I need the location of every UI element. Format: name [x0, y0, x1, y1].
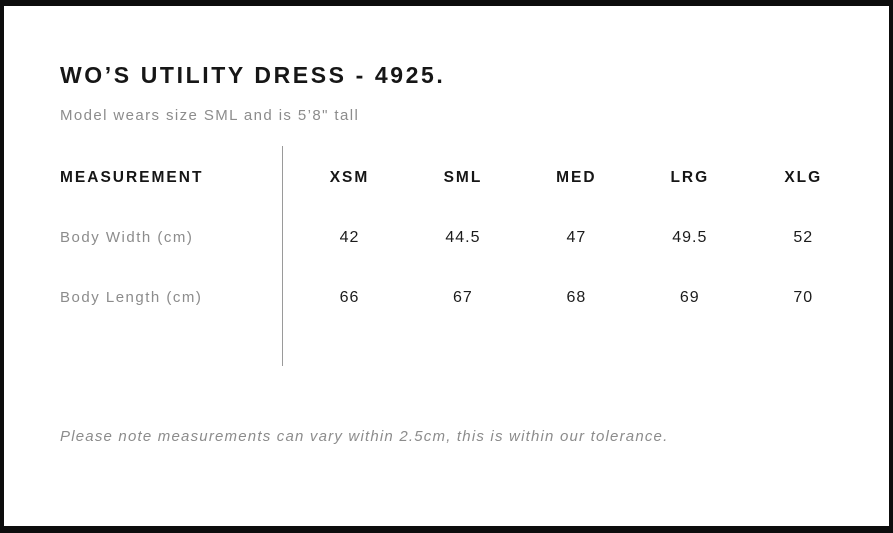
table-bottom-spacer [60, 328, 860, 366]
page-title: WO’S UTILITY DRESS - 4925. [60, 62, 446, 88]
body-width-lrg: 49.5 [672, 228, 708, 246]
table-header-row: MEASUREMENT XSM SML MED LRG XLG [60, 148, 860, 208]
body-width-sml: 44.5 [445, 228, 481, 246]
body-length-med: 68 [566, 288, 587, 306]
tolerance-note: Please note measurements can vary within… [60, 427, 669, 445]
row-label: Body Width (cm) [60, 229, 194, 247]
row-label: Body Length (cm) [60, 289, 203, 307]
size-table: MEASUREMENT XSM SML MED LRG XLG Body Wid… [60, 145, 860, 366]
body-width-xlg: 52 [793, 228, 814, 246]
size-header-xlg: XLG [784, 168, 823, 186]
table-row-body-length: Body Length (cm) 66 67 68 69 70 [60, 268, 860, 328]
size-header-med: MED [556, 168, 597, 186]
table-row-body-width: Body Width (cm) 42 44.5 47 49.5 52 [60, 208, 860, 268]
size-header-xsm: XSM [329, 168, 370, 186]
size-header-sml: SML [443, 168, 483, 186]
body-length-lrg: 69 [679, 288, 700, 306]
measurement-column-header: MEASUREMENT [60, 168, 204, 186]
body-length-xsm: 66 [339, 288, 360, 306]
size-header-lrg: LRG [670, 168, 710, 186]
body-length-xlg: 70 [793, 288, 814, 306]
column-divider [282, 145, 283, 366]
body-width-xsm: 42 [339, 228, 360, 246]
body-width-med: 47 [566, 228, 587, 246]
body-length-sml: 67 [453, 288, 473, 306]
model-info: Model wears size SML and is 5’8" tall [60, 106, 360, 124]
